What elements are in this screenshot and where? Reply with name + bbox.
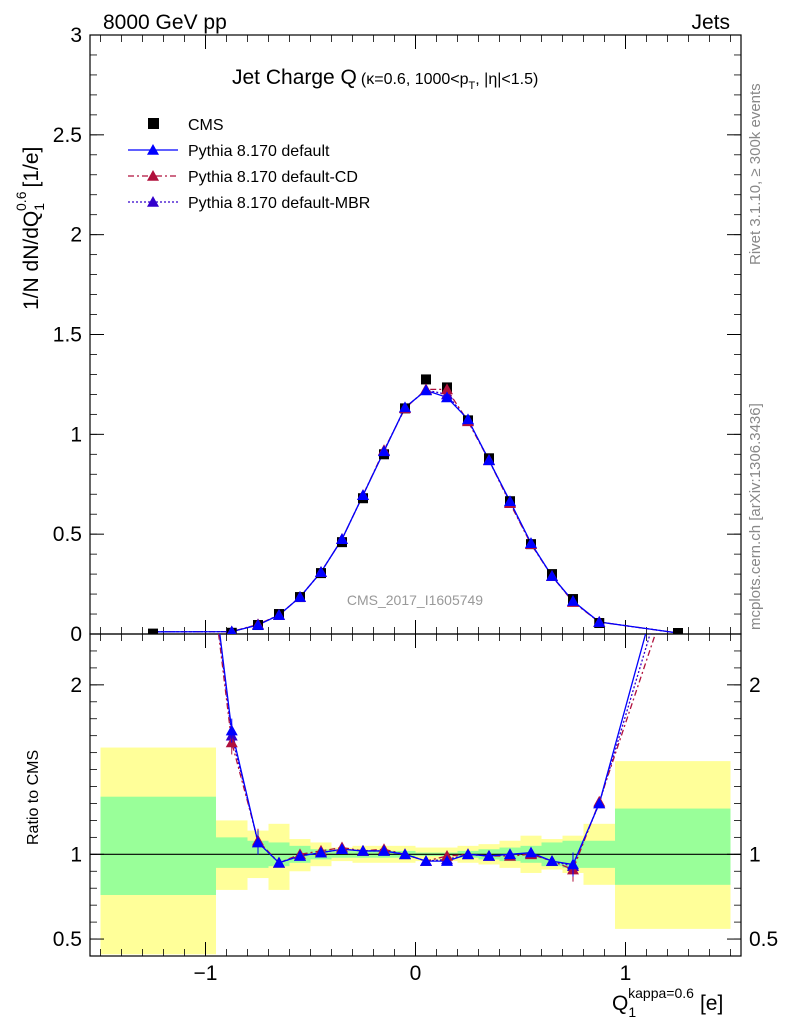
legend-label: CMS — [188, 117, 224, 134]
legend-marker-cms — [148, 118, 159, 129]
main-y-tick-label: 0.5 — [53, 523, 82, 546]
legend-marker — [147, 196, 159, 207]
mcplots-label: mcplots.cern.ch [arXiv:1306.3436] — [747, 403, 764, 630]
legend-label: Pythia 8.170 default-CD — [188, 169, 358, 186]
series-marker-1 — [294, 591, 306, 602]
legend: CMS Pythia 8.170 default Pythia 8.170 defa… — [128, 117, 370, 212]
legend-label: Pythia 8.170 default-MBR — [188, 195, 370, 212]
main-panel: 0 0.5 1 1.5 2 2.5 3 — [53, 24, 742, 646]
inner-band-bin — [100, 796, 216, 895]
legend-label: Pythia 8.170 default — [188, 143, 330, 160]
cms-data-point — [148, 628, 158, 634]
ratio-marker-0 — [462, 848, 474, 860]
series-marker-1 — [399, 401, 411, 413]
series-marker-1 — [273, 609, 285, 620]
series-marker-1 — [593, 616, 606, 627]
chart-title: Jet Charge Q (κ=0.6, 1000<pT, |η|<1.5) — [232, 66, 538, 92]
ratio-marker-0 — [399, 848, 411, 860]
ratio-y-tick-label-right: 0.5 — [749, 928, 778, 951]
main-y-tick-label: 2 — [70, 224, 82, 247]
series-marker-1 — [315, 566, 327, 577]
ratio-y-tick-label: 2 — [70, 674, 82, 697]
ratio-marker-0 — [273, 856, 285, 868]
inner-band-bin — [216, 837, 248, 868]
series-marker-1 — [462, 413, 474, 425]
ratio-marker-0 — [315, 846, 327, 858]
x-tick-label: 1 — [620, 962, 632, 985]
series-marker-1 — [378, 445, 390, 457]
main-y-tick-label: 0 — [70, 623, 82, 646]
ratio-marker-0 — [567, 858, 579, 870]
ratio-marker-0 — [546, 855, 558, 866]
series-marker-1 — [441, 391, 453, 403]
series-marker-1 — [525, 537, 537, 548]
cms-data-point — [421, 374, 431, 385]
ratio-marker-0 — [525, 846, 537, 858]
ratio-y-tick-label-right: 2 — [749, 674, 761, 697]
main-y-tick-label: 1.5 — [53, 324, 82, 347]
ratio-marker-0 — [357, 844, 369, 856]
ratio-marker-0 — [378, 844, 390, 856]
main-y-tick-label: 1 — [70, 423, 82, 446]
ratio-y-tick-label-right: 1 — [749, 843, 761, 866]
y-axis-title: 1/N dN/dQ10.6[1/e] — [13, 147, 47, 310]
ratio-marker-0 — [504, 848, 516, 860]
series-marker-1 — [252, 619, 264, 630]
ratio-line-0 — [219, 634, 647, 866]
ratio-marker-0 — [225, 724, 238, 736]
x-tick-label: 0 — [410, 962, 422, 985]
process-label: Jets — [691, 11, 730, 34]
x-axis-title: Q1kappa=0.6 [e] — [612, 985, 723, 1020]
series-marker-1 — [336, 533, 348, 544]
series-marker-1 — [504, 495, 516, 507]
rivet-label: Rivet 3.1.10, ≥ 300k events — [747, 83, 764, 265]
cms-data-point — [673, 628, 683, 634]
ratio-marker-0 — [483, 850, 495, 861]
ratio-y-tick-label: 1 — [70, 843, 82, 866]
legend-marker — [147, 170, 159, 181]
series-marker-2 — [441, 383, 453, 395]
main-series-clipped — [148, 374, 683, 634]
ratio-panel: 0.5 0.5 1 1 2 2 −1 0 1 — [53, 633, 778, 985]
ratio-y-tick-label: 0.5 — [53, 928, 82, 951]
inner-band-bin — [615, 808, 731, 885]
analysis-label: CMS_2017_I1605749 — [347, 592, 483, 608]
ratio-marker-0 — [420, 855, 432, 866]
series-marker-1 — [227, 625, 237, 634]
ratio-series-clipped — [217, 634, 657, 882]
ratio-marker-0 — [252, 836, 264, 848]
ratio-y-axis-title: Ratio to CMS — [25, 750, 42, 845]
ratio-marker-0 — [441, 855, 453, 866]
series-marker-1 — [483, 454, 495, 466]
ratio-marker-0 — [294, 850, 306, 861]
ratio-uncertainty-bands — [100, 747, 731, 955]
ratio-series-group — [217, 634, 657, 882]
legend-marker — [147, 144, 159, 155]
series-marker-1 — [567, 595, 579, 606]
energy-label: 8000 GeV pp — [103, 11, 227, 34]
series-marker-1 — [546, 570, 558, 581]
ratio-marker-0 — [336, 843, 348, 855]
ratio-marker-0 — [593, 797, 606, 809]
x-tick-label: −1 — [194, 962, 218, 985]
main-series-group — [148, 374, 683, 634]
main-y-tick-label: 3 — [70, 24, 82, 47]
series-marker-1 — [420, 384, 432, 396]
main-y-tick-label: 2.5 — [53, 124, 82, 147]
series-marker-1 — [357, 489, 369, 501]
